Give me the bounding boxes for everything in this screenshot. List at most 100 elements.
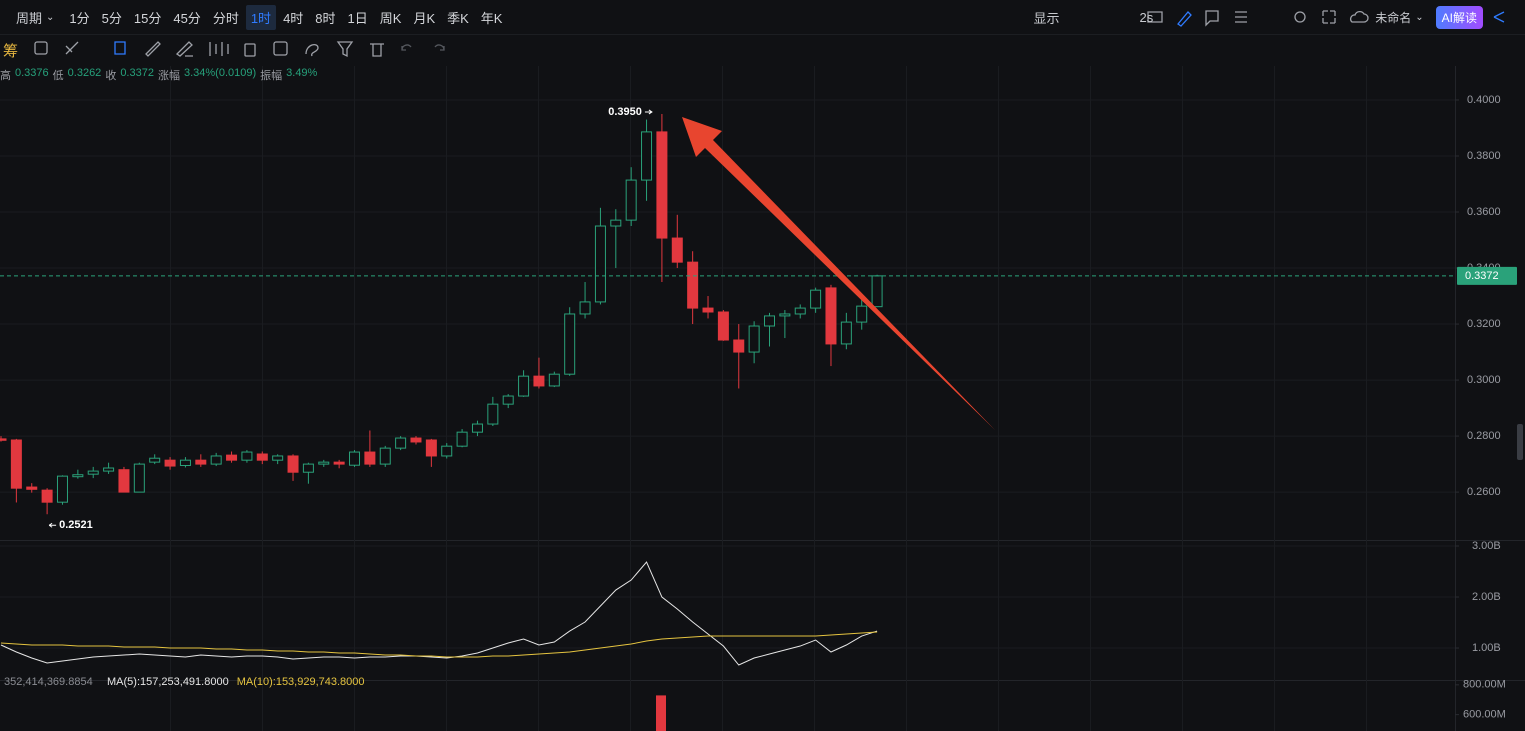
scroll-handle[interactable] [1517, 424, 1523, 460]
note-icon[interactable] [1205, 10, 1219, 27]
label: 收 [105, 70, 117, 82]
ai-button[interactable]: AI解读 [1435, 5, 1483, 29]
interval-button[interactable]: 季K [447, 10, 469, 26]
candle-body [287, 455, 299, 473]
period-selector[interactable]: 周期 [16, 10, 43, 26]
candle-body [579, 301, 591, 315]
candle-body [226, 454, 238, 461]
share-icon[interactable] [1493, 11, 1505, 23]
tool-icon[interactable] [34, 41, 48, 55]
value: 0.3372 [120, 67, 154, 79]
tool-icon[interactable] [370, 43, 384, 57]
label: 振幅 [260, 70, 283, 82]
interval-button[interactable]: 分时 [212, 10, 239, 26]
candle-body [26, 486, 38, 490]
interval-button[interactable]: 1分 [69, 10, 90, 26]
candle-body [533, 375, 545, 387]
candle-body [871, 275, 883, 308]
last-price-tag [1457, 266, 1517, 285]
interval-button[interactable]: 周K [379, 10, 402, 26]
candle-body [671, 237, 683, 263]
vertical-grid [170, 66, 1367, 731]
candle-body [10, 439, 22, 489]
candle-body [594, 225, 606, 303]
y-tick-label: 0.3600 [1467, 206, 1501, 218]
interval-button[interactable]: 5分 [101, 10, 122, 26]
candle-body [456, 431, 468, 447]
display-button[interactable]: 显示 [1033, 10, 1060, 26]
candle-body [41, 489, 53, 503]
y-tick-label: 0.2800 [1467, 430, 1501, 442]
candle-body [840, 321, 852, 345]
interval-button[interactable]: 年K [480, 10, 503, 26]
interval-button[interactable]: 1日 [347, 10, 368, 26]
tool-icon[interactable] [401, 44, 412, 51]
toolbar: 周期 ⌄ 1分 5分 15分 45分 分时 1时 4时 8时 1日 周K 月K 季K 年K [0, 0, 1525, 34]
candle-body [810, 289, 822, 309]
fullscreen-icon[interactable] [1322, 10, 1336, 24]
interval-button[interactable]: 月K [413, 10, 436, 26]
drawing-tools [34, 10, 1523, 460]
tool-icon[interactable] [434, 44, 445, 51]
candle-body [349, 451, 361, 466]
tool-icon[interactable] [209, 42, 229, 56]
tool-icon[interactable] [244, 43, 256, 57]
candle-body [794, 307, 806, 315]
value: 0.3262 [67, 67, 102, 79]
candle-body [72, 474, 84, 478]
candle-body [717, 311, 729, 341]
candle-body [548, 373, 560, 387]
y-tick-label: 0.2600 [1467, 486, 1501, 498]
candle-body [625, 179, 637, 221]
ohlc-info: 高 0.3376 低 0.3262 收 0.3372 涨幅 3.34%(0.01… [0, 67, 317, 83]
tool-icon[interactable] [65, 41, 79, 55]
interval-button[interactable]: 15分 [133, 10, 162, 26]
chevron: ⌄ [46, 11, 55, 23]
chip-tool[interactable]: 筹 [3, 43, 19, 60]
interval-button[interactable]: 8时 [315, 10, 336, 26]
tool-icon[interactable] [336, 41, 354, 58]
candle-body [441, 445, 453, 457]
min-price-label: 0.2521 [59, 519, 93, 531]
ma-line [0, 631, 878, 658]
y-tick-label: 600.00M [1463, 709, 1506, 721]
settings-icon[interactable] [1294, 11, 1306, 23]
max-price-label: 0.3950 [608, 106, 642, 118]
candle-body [164, 459, 176, 467]
candle-body [518, 375, 530, 397]
candle-body [302, 463, 314, 473]
candle-body [149, 457, 161, 463]
candle-body [395, 437, 407, 449]
candle-body [272, 455, 284, 461]
pen-icon[interactable] [1177, 11, 1192, 27]
interval-list: 1分 5分 15分 45分 分时 1时 4时 8时 1日 周K 月K 季K 年K [64, 4, 507, 30]
candle-body [179, 459, 191, 466]
candle-body [318, 461, 330, 465]
tool-icon[interactable] [114, 41, 126, 55]
candle-body [410, 437, 422, 443]
refresh-rate[interactable]: 2s [1139, 9, 1154, 25]
y-tick-label: 3.00B [1472, 540, 1501, 552]
candle-body [87, 470, 99, 475]
candle-body [748, 325, 760, 353]
y-tick-label: 0.3200 [1467, 318, 1501, 330]
label: 低 [52, 70, 64, 82]
candle-body [733, 339, 745, 353]
menu-icon[interactable] [1235, 11, 1247, 23]
interval-button[interactable]: 45分 [173, 10, 201, 26]
camera-icon[interactable] [1147, 11, 1163, 23]
candle-body [564, 313, 576, 375]
tool-icon[interactable] [145, 41, 161, 57]
interval-button[interactable]: 4时 [283, 10, 304, 26]
value: 3.34%(0.0109) [183, 67, 257, 79]
interval-button[interactable]: 1时 [245, 4, 277, 30]
volume-bar [656, 695, 666, 731]
legend-entry: MA(5):157,253,491.8000 [107, 676, 229, 688]
tool-icon[interactable] [305, 43, 319, 57]
candle-body [856, 305, 868, 323]
tool-icon[interactable] [273, 41, 288, 56]
layout-name[interactable]: 未命名 [1375, 10, 1412, 25]
label: 涨幅 [157, 70, 180, 82]
tool-icon[interactable] [175, 41, 193, 57]
candle-body [333, 461, 345, 465]
